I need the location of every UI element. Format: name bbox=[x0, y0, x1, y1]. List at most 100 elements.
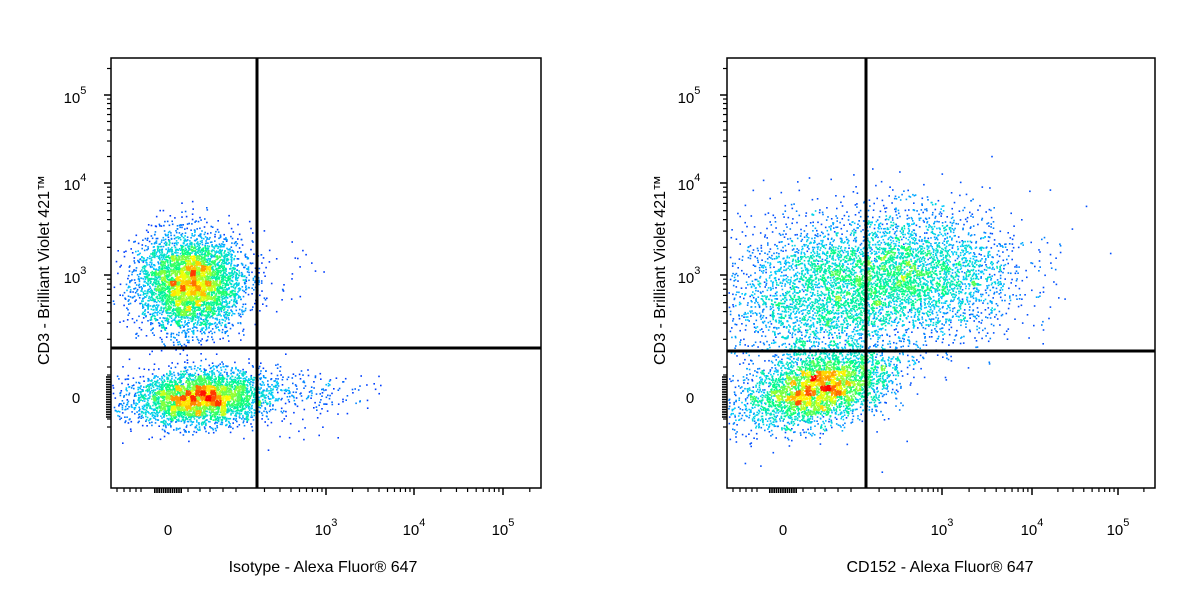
event-dot bbox=[190, 366, 192, 368]
event-dot bbox=[209, 322, 211, 324]
event-dot bbox=[138, 398, 140, 400]
event-dot bbox=[208, 247, 210, 249]
event-dot bbox=[131, 411, 133, 413]
event-dot bbox=[231, 368, 233, 370]
event-dot bbox=[207, 336, 209, 338]
event-dot bbox=[325, 384, 327, 386]
event-dot bbox=[308, 375, 310, 377]
event-dot bbox=[245, 265, 247, 267]
event-dot bbox=[146, 398, 148, 400]
event-dot bbox=[241, 418, 243, 420]
event-dot bbox=[204, 245, 206, 247]
event-dot bbox=[237, 243, 239, 245]
event-dot bbox=[299, 374, 301, 376]
event-dot bbox=[151, 309, 153, 311]
event-dot bbox=[119, 416, 121, 418]
event-dot bbox=[170, 371, 172, 373]
event-dot bbox=[243, 304, 245, 306]
event-dot bbox=[149, 296, 151, 298]
event-dot bbox=[146, 230, 148, 232]
event-dot bbox=[201, 252, 203, 254]
event-dot bbox=[211, 333, 213, 335]
event-dot bbox=[221, 424, 223, 426]
event-dot bbox=[124, 409, 126, 411]
event-dot bbox=[168, 419, 170, 421]
event-dot bbox=[141, 415, 143, 417]
event-dot bbox=[181, 321, 183, 323]
event-dot bbox=[157, 306, 159, 308]
event-dot bbox=[228, 319, 230, 321]
event-dot bbox=[148, 398, 150, 400]
event-dot bbox=[246, 277, 248, 279]
event-dot bbox=[224, 418, 226, 420]
event-dot bbox=[292, 395, 294, 397]
event-dot bbox=[212, 366, 214, 368]
event-dot bbox=[220, 372, 222, 374]
event-dot bbox=[227, 366, 229, 368]
event-dot bbox=[263, 411, 265, 413]
event-dot bbox=[300, 378, 302, 380]
event-dot bbox=[223, 252, 225, 254]
event-dot bbox=[177, 363, 179, 365]
event-dot bbox=[136, 284, 138, 286]
event-dot bbox=[132, 291, 134, 293]
event-dot bbox=[150, 330, 152, 332]
event-dot bbox=[261, 290, 263, 292]
event-dot bbox=[197, 245, 199, 247]
event-dot bbox=[200, 331, 202, 333]
event-dot bbox=[212, 266, 214, 268]
event-dot bbox=[277, 378, 279, 380]
event-dot bbox=[273, 397, 275, 399]
event-dot bbox=[243, 420, 245, 422]
event-dot bbox=[226, 239, 228, 241]
event-dot bbox=[367, 400, 369, 402]
event-dot bbox=[214, 240, 216, 242]
event-dot bbox=[278, 385, 280, 387]
event-dot bbox=[163, 225, 165, 227]
event-dot bbox=[135, 299, 137, 301]
event-dot bbox=[296, 388, 298, 390]
event-dot bbox=[122, 295, 124, 297]
event-dot bbox=[252, 262, 254, 264]
event-dot bbox=[178, 418, 180, 420]
event-dot bbox=[201, 360, 203, 362]
event-dot bbox=[152, 414, 154, 416]
event-dot bbox=[150, 317, 152, 319]
event-dot bbox=[250, 249, 252, 251]
event-dot bbox=[150, 383, 152, 385]
event-dot bbox=[342, 401, 344, 403]
event-dot bbox=[252, 384, 254, 386]
event-dot bbox=[311, 262, 313, 264]
event-dot bbox=[146, 270, 148, 272]
event-dot bbox=[185, 334, 187, 336]
event-dot bbox=[231, 286, 233, 288]
event-dot bbox=[177, 249, 179, 251]
event-dot bbox=[187, 223, 189, 225]
event-dot bbox=[128, 375, 130, 377]
event-dot bbox=[142, 417, 144, 419]
event-dot bbox=[151, 319, 153, 321]
event-dot bbox=[183, 350, 185, 352]
event-dot bbox=[240, 299, 242, 301]
event-dot bbox=[216, 327, 218, 329]
event-dot bbox=[253, 289, 255, 291]
event-dot bbox=[137, 403, 139, 405]
event-dot bbox=[264, 275, 266, 277]
event-dot bbox=[145, 285, 147, 287]
event-dot bbox=[187, 236, 189, 238]
event-dot bbox=[329, 398, 331, 400]
event-dot bbox=[316, 393, 318, 395]
event-dot bbox=[219, 252, 221, 254]
event-dot bbox=[128, 422, 130, 424]
event-dot bbox=[206, 239, 208, 241]
event-dot bbox=[184, 320, 186, 322]
event-dot bbox=[342, 381, 344, 383]
event-dot bbox=[229, 249, 231, 251]
event-dot bbox=[224, 384, 226, 386]
event-dot bbox=[291, 298, 293, 300]
event-dot bbox=[221, 262, 223, 264]
event-dot bbox=[155, 312, 157, 314]
event-dot bbox=[223, 256, 225, 258]
event-dot bbox=[184, 316, 186, 318]
event-dot bbox=[211, 226, 213, 228]
